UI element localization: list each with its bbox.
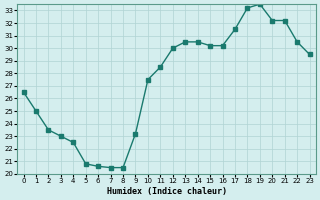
X-axis label: Humidex (Indice chaleur): Humidex (Indice chaleur)	[107, 187, 227, 196]
